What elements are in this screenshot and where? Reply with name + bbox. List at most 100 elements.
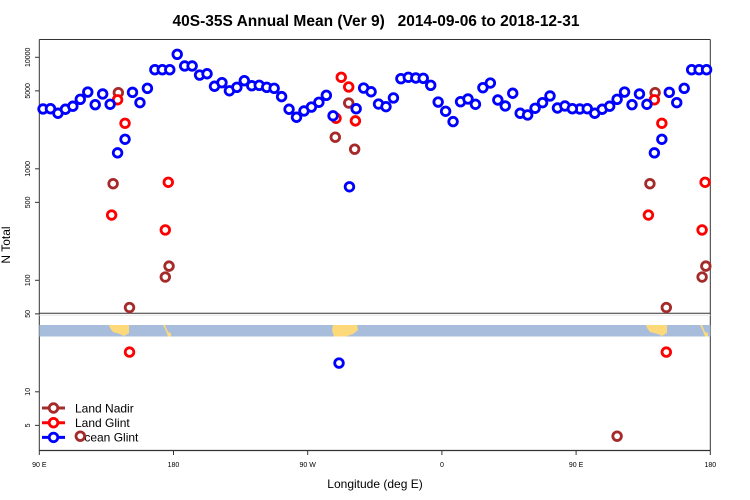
land-ocean-strip — [39, 325, 711, 337]
y-tick-label: 10 — [25, 388, 32, 396]
y-axis-label: N Total — [0, 226, 13, 263]
ocean-glint-point — [700, 64, 713, 76]
ocean-glint-point — [492, 94, 504, 106]
legend-label-ocean-glint: Ocean Glint — [75, 431, 139, 445]
ocean-glint-point — [469, 98, 482, 110]
ocean-glint-point — [268, 82, 280, 95]
land-nadir-point — [74, 430, 87, 442]
ocean-glint-point — [521, 109, 534, 121]
ocean-glint-point — [126, 86, 139, 99]
land-glint-point — [349, 115, 362, 127]
ocean-glint-point — [119, 133, 131, 145]
land-nadir-point — [700, 260, 712, 272]
y-tick-label: 50 — [25, 310, 32, 318]
ocean-glint-point — [89, 98, 101, 111]
ocean-glint-point — [283, 103, 295, 115]
ocean-glint-point — [387, 92, 400, 104]
legend-marker-ocean-glint — [47, 431, 60, 444]
ocean-glint-point — [111, 147, 124, 159]
ocean-glint-point — [611, 93, 623, 106]
ocean-glint-point — [134, 96, 146, 109]
legend-label-land-nadir: Land Nadir — [75, 401, 134, 415]
land-glint-point — [642, 209, 655, 221]
x-tick-label: 0 — [440, 462, 444, 469]
land-glint-point — [696, 224, 708, 236]
land-nadir-point — [123, 301, 136, 314]
land-nadir-point — [343, 97, 355, 109]
land-nadir-point — [107, 178, 119, 190]
x-tick-label: 90 W — [300, 462, 317, 469]
ocean-glint-point — [333, 357, 345, 369]
y-axis-ticks: 10000 5000 1000 500 100 50 10 5 — [25, 47, 40, 427]
ocean-glint-point — [305, 101, 318, 113]
ocean-glint-point — [320, 89, 333, 102]
land-nadir-point — [611, 430, 623, 442]
legend-marker-land-glint — [47, 417, 60, 429]
ocean-glint-point — [74, 93, 87, 106]
ocean-glint-point — [186, 60, 198, 72]
land-nadir-point — [159, 271, 171, 283]
ocean-glint-point — [216, 76, 228, 89]
x-tick-label: 90 E — [32, 462, 47, 469]
ocean-glint-point — [171, 48, 183, 60]
new-zealand-land — [700, 325, 708, 337]
x-tick-label: 90 E — [569, 462, 584, 469]
ocean-glint-point — [425, 79, 437, 91]
ocean-glint-point — [566, 102, 579, 115]
ocean-glint-point — [275, 90, 288, 103]
ocean-glint-point — [82, 86, 94, 98]
land-glint-point — [656, 117, 668, 129]
land-glint-point — [699, 176, 711, 188]
ocean-glint-point — [536, 96, 549, 109]
ocean-glint-point — [343, 181, 356, 193]
australia-land — [109, 325, 129, 336]
land-glint-point — [660, 346, 673, 358]
x-axis-ticks: 90 E 180 90 W 0 90 E 180 — [32, 450, 716, 469]
legend-marker-land-nadir — [47, 402, 60, 414]
y-tick-label: 500 — [25, 196, 32, 208]
ocean-glint-point — [544, 90, 556, 102]
ocean-glint-point — [439, 105, 452, 117]
ocean-strip — [39, 325, 711, 337]
ocean-glint-point — [417, 72, 429, 85]
ocean-glint-point — [626, 98, 638, 111]
ocean-glint-point — [507, 87, 519, 99]
y-tick-label: 1000 — [25, 161, 32, 177]
australia-land — [646, 325, 667, 336]
land-glint-point — [105, 209, 118, 221]
new-zealand-land — [163, 325, 171, 337]
land-nadir-point — [644, 178, 656, 190]
ocean-glint-point — [671, 96, 683, 109]
ocean-glint-point — [641, 98, 653, 110]
land-nadir-point — [660, 301, 673, 314]
land-glint-point — [159, 224, 171, 236]
y-tick-label: 10000 — [25, 47, 32, 67]
ocean-glint-point — [104, 98, 116, 110]
y-tick-label: 5000 — [25, 83, 32, 99]
ocean-glint-point — [350, 102, 362, 115]
ocean-glint-point — [238, 74, 251, 87]
ocean-glint-point — [164, 64, 176, 76]
ocean-glint-point — [678, 82, 690, 95]
ocean-glint-point — [529, 102, 541, 114]
chart-title: 40S-35S Annual Mean (Ver 9) 2014-09-06 t… — [173, 13, 580, 30]
x-tick-label: 180 — [704, 462, 716, 469]
ocean-glint-point — [313, 96, 325, 108]
x-axis-label: Longitude (deg E) — [327, 477, 422, 491]
land-nadir-point — [348, 143, 361, 155]
ocean-glint-point — [96, 88, 109, 100]
land-glint-point — [162, 176, 174, 188]
ocean-glint-point — [231, 81, 243, 94]
ocean-glint-point — [484, 77, 497, 89]
ocean-glint-point — [663, 86, 675, 99]
x-tick-label: 180 — [168, 462, 180, 469]
ocean-glint-point — [462, 93, 474, 105]
land-nadir-point — [163, 260, 175, 272]
ocean-glint-point — [633, 88, 646, 100]
south-america-land — [332, 325, 358, 337]
ocean-glint-point — [618, 86, 631, 98]
ocean-glint-point — [432, 96, 444, 108]
ocean-glint-point — [648, 147, 661, 159]
y-tick-label: 5 — [25, 423, 32, 427]
land-glint-point — [343, 81, 355, 93]
